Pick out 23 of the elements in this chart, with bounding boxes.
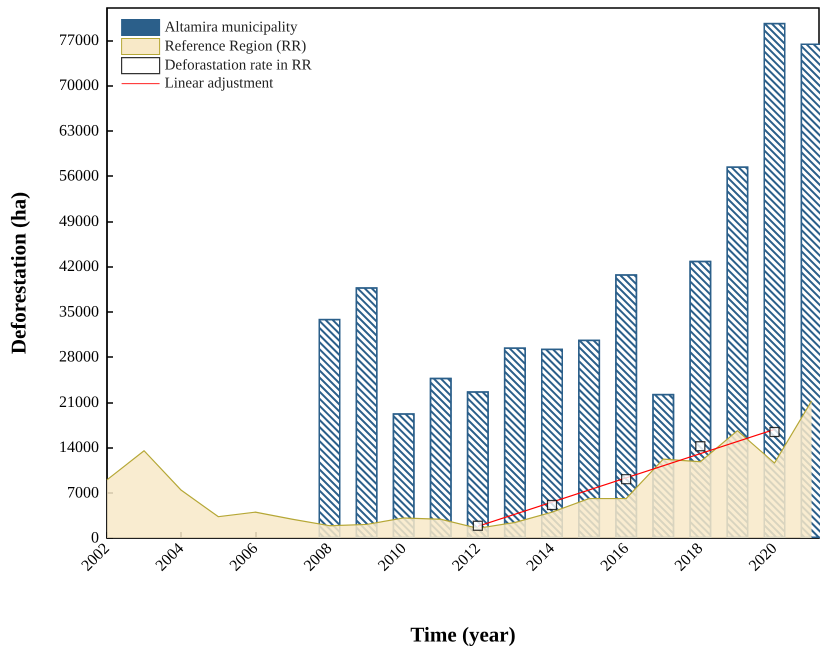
point	[472, 520, 483, 531]
y-tick-label: 77000	[59, 32, 99, 49]
y-tick-label: 42000	[59, 258, 99, 276]
y-tick-label: 7000	[67, 484, 99, 502]
point	[546, 500, 558, 510]
legend-label: Deforastation rate in RR	[164, 58, 312, 74]
y-tick-label: 28000	[59, 348, 99, 366]
y-tick-label: 70000	[59, 77, 99, 94]
legend-label: Reference Region (RR)	[164, 38, 306, 54]
y-axis-title: Deforestation (ha)	[6, 192, 30, 354]
y-tick-label: 14000	[59, 439, 99, 456]
y-tick-label: 0	[91, 530, 99, 546]
x-axis-title: Time (year)	[410, 622, 516, 646]
legend-label: Altamira municipality	[164, 20, 298, 36]
y-tick-label: 63000	[59, 122, 99, 140]
point	[621, 474, 632, 484]
point	[695, 441, 706, 452]
y-tick-label: 56000	[59, 168, 99, 185]
legend-label: Linear adjustment	[164, 76, 274, 92]
point	[769, 426, 780, 438]
y-tick-label: 49000	[59, 212, 99, 230]
y-tick-label: 35000	[59, 303, 99, 320]
y-tick-label: 21000	[59, 394, 99, 411]
